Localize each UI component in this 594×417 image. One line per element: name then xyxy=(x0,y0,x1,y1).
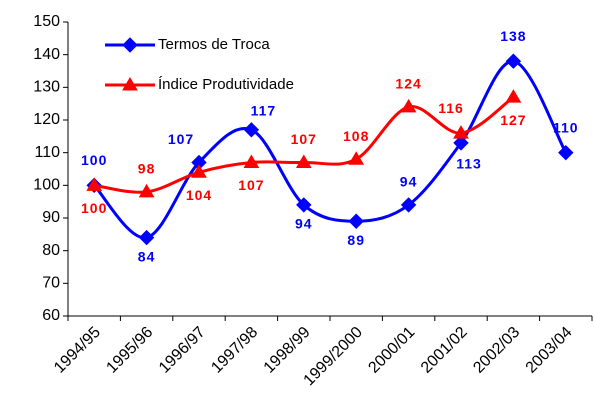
x-tick-label: 1995/96 xyxy=(103,324,156,377)
x-tick-label: 2000/01 xyxy=(365,324,418,377)
data-label: 89 xyxy=(347,232,365,248)
series-line xyxy=(93,59,568,240)
data-label: 107 xyxy=(168,131,194,147)
data-label: 84 xyxy=(138,248,156,264)
legend-marker xyxy=(122,77,138,91)
data-label: 138 xyxy=(500,28,526,44)
y-tick-label: 70 xyxy=(42,275,60,292)
data-label: 124 xyxy=(395,76,421,92)
series-marker xyxy=(243,154,260,168)
series-marker xyxy=(86,177,103,191)
data-label: 98 xyxy=(138,161,156,177)
legend-label: Termos de Troca xyxy=(158,36,270,53)
y-tick-label: 60 xyxy=(42,307,60,324)
data-label: 104 xyxy=(186,187,212,203)
y-tick-label: 80 xyxy=(42,242,60,259)
series-marker xyxy=(505,53,522,69)
y-tick-label: 150 xyxy=(33,13,60,30)
x-tick-label: 2001/02 xyxy=(418,324,471,377)
x-tick-label: 1997/98 xyxy=(208,324,261,377)
x-tick-label: 2002/03 xyxy=(470,324,523,377)
data-label: 107 xyxy=(291,131,317,147)
x-tick-label: 1998/99 xyxy=(261,324,314,377)
data-label: 113 xyxy=(456,156,482,172)
series-marker xyxy=(296,197,312,213)
series-marker xyxy=(453,125,469,139)
data-label: 107 xyxy=(238,177,264,193)
legend-label: Índice Produtividade xyxy=(158,76,294,93)
y-tick-label: 100 xyxy=(33,177,60,194)
data-label: 108 xyxy=(343,128,369,144)
data-label: 110 xyxy=(553,119,579,135)
series-marker xyxy=(138,229,155,246)
legend-marker xyxy=(122,37,138,53)
series-marker xyxy=(348,151,365,165)
series-marker xyxy=(558,144,574,161)
series-marker xyxy=(243,122,260,138)
y-tick-label: 90 xyxy=(42,209,60,226)
data-label: 116 xyxy=(438,100,464,116)
data-label: 100 xyxy=(81,200,107,216)
series-marker xyxy=(453,135,469,151)
series-marker xyxy=(400,98,417,113)
series-marker xyxy=(138,183,155,198)
series-marker xyxy=(348,213,364,229)
y-tick-label: 130 xyxy=(33,79,60,96)
x-tick-label: 1994/95 xyxy=(51,324,104,377)
series-marker xyxy=(295,154,312,168)
data-label: 94 xyxy=(400,174,418,190)
x-tick-label: 2003/04 xyxy=(523,324,576,377)
y-tick-label: 120 xyxy=(33,111,60,128)
series-marker xyxy=(400,197,417,213)
data-label: 117 xyxy=(251,103,277,119)
data-label: 94 xyxy=(295,216,313,232)
series-marker xyxy=(191,164,207,178)
data-label: 100 xyxy=(81,152,107,168)
series-marker xyxy=(505,89,522,103)
data-label: 127 xyxy=(500,112,526,128)
y-tick-label: 110 xyxy=(34,144,60,161)
x-tick-label: 1996/97 xyxy=(156,324,209,377)
y-tick-label: 140 xyxy=(33,46,60,63)
